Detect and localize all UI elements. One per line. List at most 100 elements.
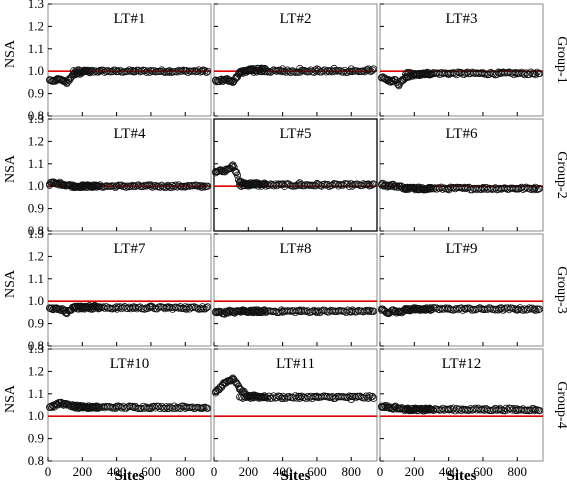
x-tick-label: 800 [176, 464, 196, 479]
data-point [313, 179, 321, 188]
data-point [234, 70, 243, 78]
data-point [403, 185, 411, 193]
data-point [424, 69, 433, 77]
data-point [424, 185, 433, 193]
data-point [479, 405, 487, 414]
data-point [378, 306, 386, 314]
data-point [198, 303, 207, 311]
data-point [95, 67, 104, 75]
data-point [63, 181, 71, 189]
data-point [261, 65, 270, 73]
x-tick-label: 400 [107, 464, 127, 479]
data-point [388, 77, 396, 85]
data-point [427, 69, 436, 78]
data-point [147, 403, 155, 411]
data-point [56, 179, 64, 188]
data-point [380, 403, 388, 412]
data-point [260, 306, 269, 314]
x-tick-label: 200 [405, 464, 425, 479]
data-point [198, 404, 207, 412]
data-point [427, 184, 436, 193]
group-label: Group-2 [554, 151, 567, 198]
data-point [330, 64, 338, 73]
data-point [445, 305, 453, 313]
data-point [424, 405, 433, 413]
data-point [479, 184, 487, 193]
panel-frame [213, 233, 378, 347]
panel-frame [47, 118, 212, 232]
data-point [535, 305, 544, 313]
data-point [172, 404, 180, 413]
data-point [49, 77, 57, 85]
data-point [359, 180, 367, 188]
panel-title: LT#2 [280, 11, 312, 27]
data-point [70, 402, 78, 410]
panel-lt9: LT#9 [378, 233, 544, 347]
data-point [535, 184, 544, 193]
panel-frame [47, 233, 212, 347]
data-point [535, 406, 544, 415]
data-point [78, 303, 86, 311]
data-point [46, 76, 54, 84]
panel-title: LT#5 [280, 126, 312, 142]
data-point [113, 303, 121, 311]
data-point [113, 68, 121, 76]
data-point [381, 307, 389, 315]
data-point [369, 180, 378, 188]
data-point [236, 385, 244, 393]
data-point [260, 179, 269, 187]
panel-frame [379, 233, 544, 347]
data-point [181, 182, 189, 190]
data-point [279, 394, 287, 402]
data-point [296, 306, 304, 314]
data-point [425, 404, 434, 412]
panel-title: LT#7 [114, 241, 146, 257]
data-point [59, 180, 68, 189]
scatter-points [212, 64, 378, 87]
data-point [427, 405, 436, 414]
y-tick-label: 1.1 [28, 271, 44, 286]
data-point [181, 303, 189, 311]
data-point [181, 404, 189, 412]
data-point [519, 306, 527, 314]
data-point [479, 69, 487, 78]
panel-frame [379, 118, 544, 232]
data-point [388, 181, 396, 189]
data-point [49, 305, 57, 313]
scatter-points [46, 302, 212, 318]
data-point [531, 306, 540, 314]
y-tick-label: 1.1 [28, 156, 44, 171]
data-point [256, 66, 265, 74]
data-point [225, 77, 234, 85]
data-point [164, 67, 172, 75]
panel-title: LT#11 [276, 356, 315, 372]
data-point [479, 305, 487, 313]
data-point [261, 180, 270, 188]
data-point [427, 305, 436, 313]
y-tick-label: 1.3 [28, 341, 44, 356]
data-point [48, 304, 56, 312]
data-point [232, 378, 240, 387]
data-point [368, 180, 377, 189]
data-point [445, 405, 453, 414]
data-point [330, 394, 338, 402]
x-tick-label: 800 [342, 464, 362, 479]
data-point [381, 181, 389, 189]
x-tick-label: 600 [141, 464, 161, 479]
data-point [279, 65, 287, 73]
data-point [231, 378, 239, 386]
data-point [496, 305, 504, 313]
data-point [49, 179, 57, 187]
data-point [364, 394, 373, 402]
scatter-points [378, 179, 544, 194]
data-point [244, 307, 252, 315]
data-point [52, 76, 61, 84]
panel-title: LT#4 [114, 126, 146, 142]
data-point [164, 303, 172, 311]
y-tick-label: 1.3 [28, 226, 44, 241]
data-point [215, 385, 223, 393]
data-point [52, 304, 61, 312]
data-point [367, 67, 375, 76]
data-point [181, 67, 189, 75]
data-point [222, 308, 230, 316]
